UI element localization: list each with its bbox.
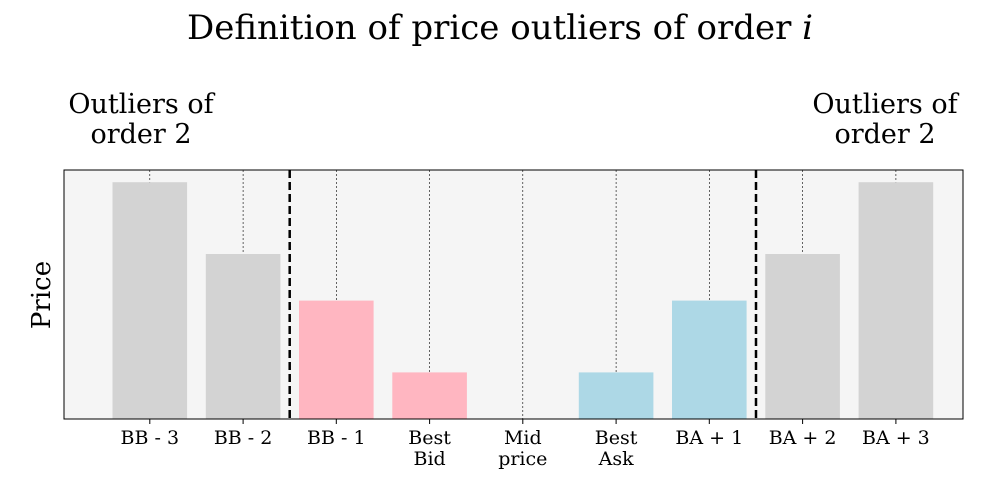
x-tick-label-5-0: Best: [595, 427, 638, 449]
bar-7: [765, 254, 840, 419]
x-tick-label-1-0: BB - 2: [214, 427, 273, 449]
x-tick-label-2-0: BB - 1: [307, 427, 366, 449]
x-tick-label-3-0: Best: [408, 427, 451, 449]
x-tick-label-3-1: Bid: [413, 448, 445, 470]
outlier-label-left-line1: Outliers of: [68, 89, 215, 120]
x-tick-label-5-1: Ask: [598, 448, 634, 470]
bar-5: [578, 372, 654, 419]
x-tick-label-4-1: price: [498, 448, 547, 470]
outlier-label-right-line2: order 2: [834, 119, 935, 150]
x-tick-label-0-0: BB - 3: [121, 427, 180, 449]
bar-0: [112, 182, 188, 419]
outlier-annotation-left: Outliers of order 2: [68, 89, 215, 150]
bar-1: [205, 254, 281, 419]
x-tick-label-7-0: BA + 2: [769, 427, 837, 449]
x-tick-label-6-0: BA + 1: [675, 427, 743, 449]
bars: [112, 182, 934, 419]
y-axis-label: Price: [27, 261, 57, 329]
outlier-label-right-line1: Outliers of: [812, 89, 959, 120]
x-axis-ticks: BB - 3 BB - 2 BB - 1 BestBidMidpriceBestAsk…: [121, 419, 930, 470]
chart-title: Definition of price outliers of order i: [187, 8, 813, 48]
outlier-annotation-right: Outliers of order 2: [812, 89, 959, 150]
x-tick-label-4-0: Mid: [504, 427, 542, 449]
plot-frame: [63, 169, 964, 420]
bar-2: [299, 300, 374, 419]
outlier-label-left-line2: order 2: [90, 119, 191, 150]
bar-8: [858, 182, 934, 419]
bar-6: [672, 300, 747, 419]
x-tick-label-8-0: BA + 3: [862, 427, 930, 449]
bar-3: [392, 372, 467, 419]
threshold-lines: [288, 170, 758, 419]
